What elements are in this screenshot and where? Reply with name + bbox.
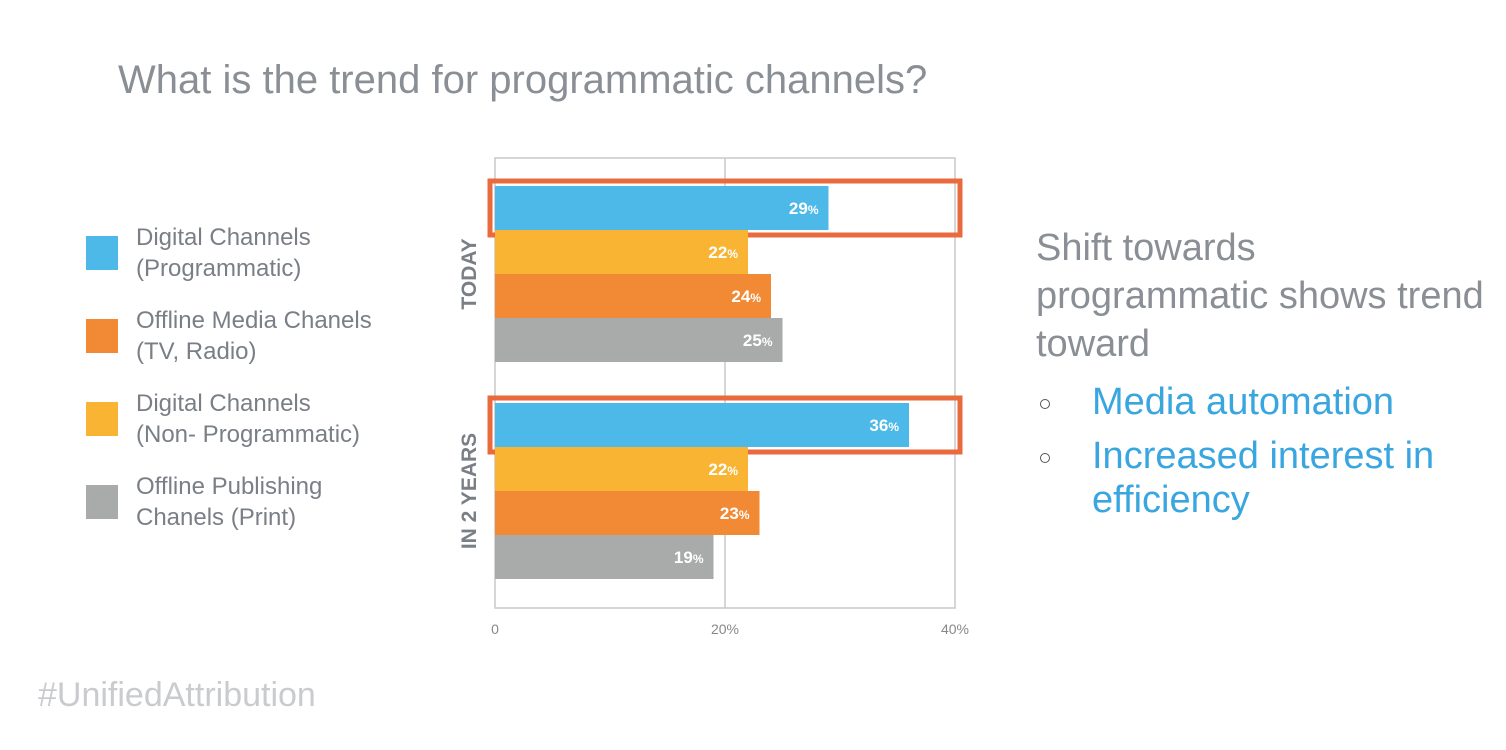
bar-value-label: 25% xyxy=(743,331,773,350)
hashtag: #UnifiedAttribution xyxy=(38,676,316,714)
bar xyxy=(495,186,829,230)
bar-value-label: 29% xyxy=(789,199,819,218)
legend-swatch xyxy=(86,236,118,270)
legend-label-line1: Digital Channels xyxy=(136,224,311,251)
bar-value-label: 22% xyxy=(708,460,738,479)
legend-swatch xyxy=(86,319,118,353)
legend-swatch xyxy=(86,402,118,436)
legend-label-line1: Digital Channels xyxy=(136,390,311,417)
bar xyxy=(495,447,748,491)
legend-label: Offline Media Chanels (TV, Radio) xyxy=(136,305,426,367)
bullet-circle-icon xyxy=(1040,453,1050,463)
bullet-list: Media automation Increased interest in e… xyxy=(1036,380,1496,532)
bar-chart: 0 20% 40% TODAY 29% 22% 24% 25% IN 2 YEARS 36% 22%… xyxy=(458,157,969,637)
bullet-text: Increased interest in efficiency xyxy=(1092,435,1435,521)
legend-label-line2: (Programmatic) xyxy=(136,255,302,282)
legend-label-line2: Chanels (Print) xyxy=(136,504,297,531)
bar xyxy=(495,535,714,579)
legend-label: Offline Publishing Chanels (Print) xyxy=(136,471,426,533)
legend-label-line1: Offline Publishing xyxy=(136,473,323,500)
bullet-circle-icon xyxy=(1040,399,1050,409)
bullet-text: Media automation xyxy=(1092,381,1395,423)
legend-label: Digital Channels (Programmatic) xyxy=(136,222,426,284)
bullet-item: Media automation xyxy=(1036,380,1496,424)
bar-value-label: 23% xyxy=(720,504,750,523)
legend-label-line2: (TV, Radio) xyxy=(136,338,257,365)
category-label: TODAY xyxy=(458,238,481,309)
bar xyxy=(495,274,771,318)
category-label: IN 2 YEARS xyxy=(458,433,481,549)
bar-value-label: 19% xyxy=(674,548,704,567)
legend-label-line2: (Non- Programmatic) xyxy=(136,421,361,448)
bar xyxy=(495,403,909,447)
bar xyxy=(495,491,760,535)
x-tick-label: 40% xyxy=(941,621,969,637)
x-tick-label: 0 xyxy=(491,621,499,637)
bar-value-label: 24% xyxy=(731,287,761,306)
headline: Shift towards programmatic shows trend t… xyxy=(1036,227,1484,365)
bar-value-label: 36% xyxy=(869,416,899,435)
legend-swatch xyxy=(86,485,118,519)
legend-label: Digital Channels (Non- Programmatic) xyxy=(136,388,426,450)
bar xyxy=(495,318,783,362)
page-title: What is the trend for programmatic chann… xyxy=(118,58,928,102)
x-tick-label: 20% xyxy=(711,621,739,637)
bullet-item: Increased interest in efficiency xyxy=(1036,434,1496,522)
takeaway-panel: Shift towards programmatic shows trend t… xyxy=(1036,224,1496,521)
legend-label-line1: Offline Media Chanels xyxy=(136,307,372,334)
bar-value-label: 22% xyxy=(708,243,738,262)
bar xyxy=(495,230,748,274)
